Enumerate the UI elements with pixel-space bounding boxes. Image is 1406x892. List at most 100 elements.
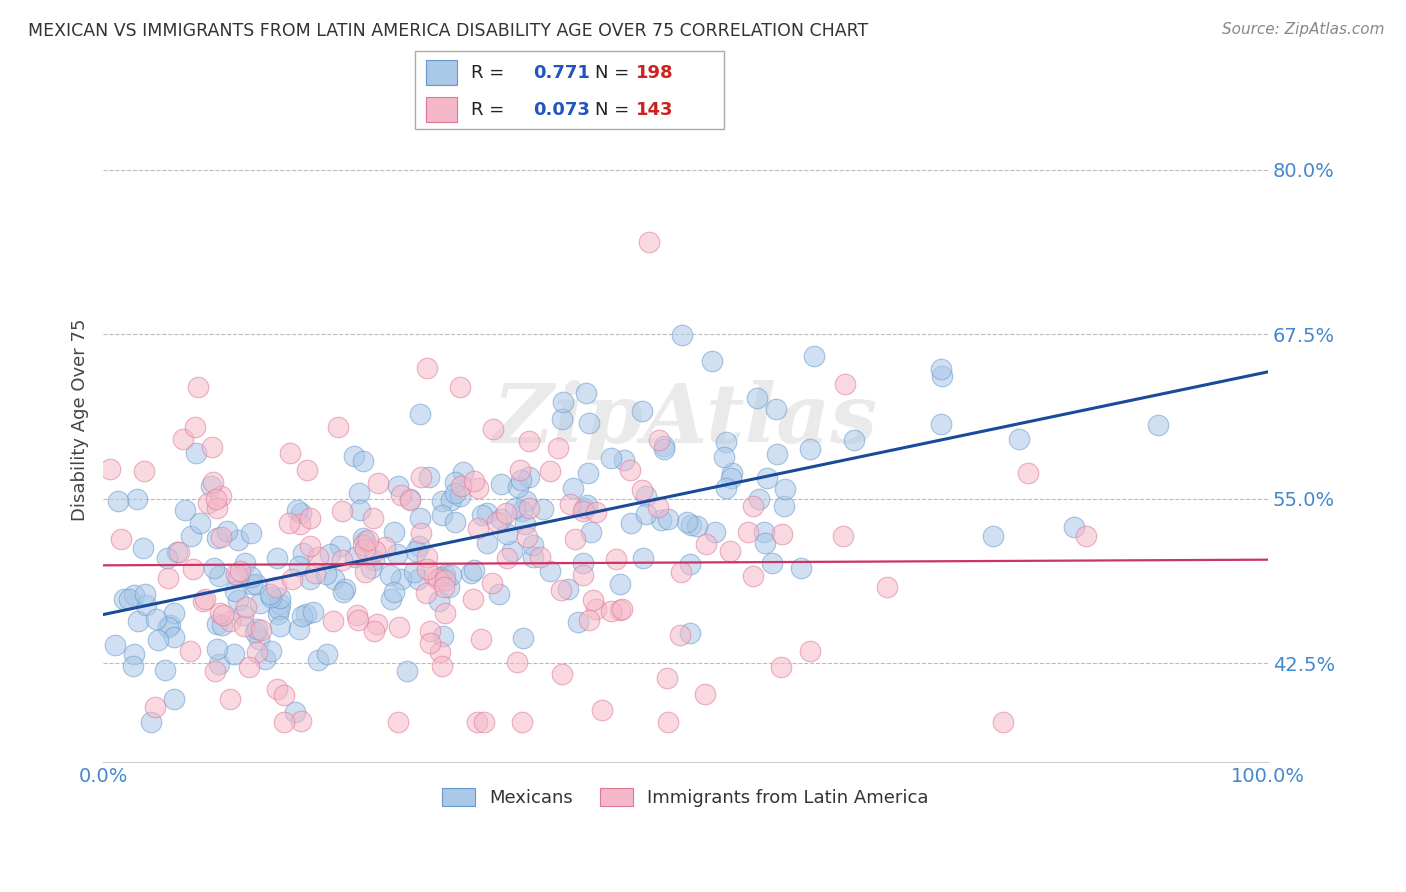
Immigrants from Latin America bbox=[472, 715, 495, 730]
Mexicans bbox=[567, 615, 589, 629]
Mexicans bbox=[395, 664, 418, 678]
Mexicans bbox=[713, 450, 735, 464]
Mexicans bbox=[387, 479, 409, 493]
Mexicans bbox=[112, 592, 135, 607]
Text: N =: N = bbox=[595, 101, 634, 119]
Mexicans bbox=[652, 442, 675, 456]
Immigrants from Latin America bbox=[638, 235, 661, 249]
Mexicans bbox=[174, 502, 197, 516]
Mexicans bbox=[765, 447, 787, 461]
Immigrants from Latin America bbox=[266, 580, 288, 594]
Immigrants from Latin America bbox=[770, 527, 793, 541]
Immigrants from Latin America bbox=[668, 628, 690, 642]
Immigrants from Latin America bbox=[495, 506, 517, 520]
Immigrants from Latin America bbox=[742, 569, 765, 583]
Immigrants from Latin America bbox=[304, 566, 326, 580]
Immigrants from Latin America bbox=[426, 572, 449, 586]
Mexicans bbox=[652, 439, 675, 453]
Mexicans bbox=[773, 500, 796, 514]
Immigrants from Latin America bbox=[718, 544, 741, 558]
Mexicans bbox=[226, 592, 249, 607]
Immigrants from Latin America bbox=[585, 505, 607, 519]
Mexicans bbox=[551, 412, 574, 426]
Immigrants from Latin America bbox=[463, 592, 485, 607]
Mexicans bbox=[360, 560, 382, 574]
Immigrants from Latin America bbox=[647, 500, 669, 514]
Mexicans bbox=[269, 591, 291, 605]
Mexicans bbox=[754, 524, 776, 539]
Immigrants from Latin America bbox=[280, 446, 302, 460]
Immigrants from Latin America bbox=[307, 549, 329, 564]
Mexicans bbox=[463, 563, 485, 577]
Mexicans bbox=[269, 597, 291, 611]
Immigrants from Latin America bbox=[209, 530, 232, 544]
Mexicans bbox=[240, 576, 263, 591]
Immigrants from Latin America bbox=[578, 613, 600, 627]
Immigrants from Latin America bbox=[322, 614, 344, 628]
Immigrants from Latin America bbox=[591, 704, 613, 718]
Mexicans bbox=[180, 529, 202, 543]
Mexicans bbox=[443, 485, 465, 500]
Mexicans bbox=[620, 516, 643, 530]
Mexicans bbox=[440, 568, 463, 582]
Immigrants from Latin America bbox=[326, 420, 349, 434]
Immigrants from Latin America bbox=[495, 550, 517, 565]
Immigrants from Latin America bbox=[346, 608, 368, 623]
Mexicans bbox=[118, 591, 141, 606]
Mexicans bbox=[315, 648, 337, 662]
Mexicans bbox=[721, 467, 744, 481]
Text: 0.771: 0.771 bbox=[533, 64, 589, 82]
Immigrants from Latin America bbox=[357, 533, 380, 547]
Immigrants from Latin America bbox=[366, 616, 388, 631]
Mexicans bbox=[522, 550, 544, 565]
Immigrants from Latin America bbox=[419, 624, 441, 638]
Immigrants from Latin America bbox=[669, 565, 692, 579]
Mexicans bbox=[347, 486, 370, 500]
Mexicans bbox=[761, 556, 783, 570]
Immigrants from Latin America bbox=[991, 714, 1014, 729]
Mexicans bbox=[449, 489, 471, 503]
Immigrants from Latin America bbox=[572, 504, 595, 518]
Mexicans bbox=[803, 349, 825, 363]
Immigrants from Latin America bbox=[191, 594, 214, 608]
Immigrants from Latin America bbox=[98, 462, 121, 476]
Mexicans bbox=[578, 416, 600, 430]
Immigrants from Latin America bbox=[571, 568, 593, 582]
Mexicans bbox=[491, 476, 513, 491]
Mexicans bbox=[382, 585, 405, 599]
Mexicans bbox=[613, 452, 636, 467]
Immigrants from Latin America bbox=[582, 592, 605, 607]
Mexicans bbox=[517, 470, 540, 484]
Mexicans bbox=[159, 617, 181, 632]
Mexicans bbox=[765, 401, 787, 416]
Mexicans bbox=[290, 506, 312, 520]
Mexicans bbox=[418, 470, 440, 484]
Mexicans bbox=[245, 577, 267, 591]
Mexicans bbox=[208, 657, 231, 672]
Mexicans bbox=[307, 653, 329, 667]
Mexicans bbox=[156, 550, 179, 565]
Mexicans bbox=[562, 481, 585, 495]
Immigrants from Latin America bbox=[132, 464, 155, 478]
Mexicans bbox=[329, 540, 352, 554]
Mexicans bbox=[107, 494, 129, 508]
Immigrants from Latin America bbox=[205, 500, 228, 515]
Immigrants from Latin America bbox=[449, 380, 471, 394]
Immigrants from Latin America bbox=[605, 552, 627, 566]
Mexicans bbox=[253, 651, 276, 665]
Mexicans bbox=[202, 560, 225, 574]
Text: MEXICAN VS IMMIGRANTS FROM LATIN AMERICA DISABILITY AGE OVER 75 CORRELATION CHAR: MEXICAN VS IMMIGRANTS FROM LATIN AMERICA… bbox=[28, 22, 869, 40]
Mexicans bbox=[352, 454, 374, 468]
Immigrants from Latin America bbox=[657, 715, 679, 730]
Immigrants from Latin America bbox=[229, 564, 252, 578]
Mexicans bbox=[207, 616, 229, 631]
Mexicans bbox=[217, 524, 239, 538]
Immigrants from Latin America bbox=[609, 603, 631, 617]
Immigrants from Latin America bbox=[219, 615, 242, 629]
Mexicans bbox=[382, 524, 405, 539]
Immigrants from Latin America bbox=[110, 532, 132, 546]
Mexicans bbox=[163, 606, 186, 620]
Mexicans bbox=[773, 482, 796, 496]
Mexicans bbox=[125, 491, 148, 506]
Mexicans bbox=[335, 582, 357, 596]
